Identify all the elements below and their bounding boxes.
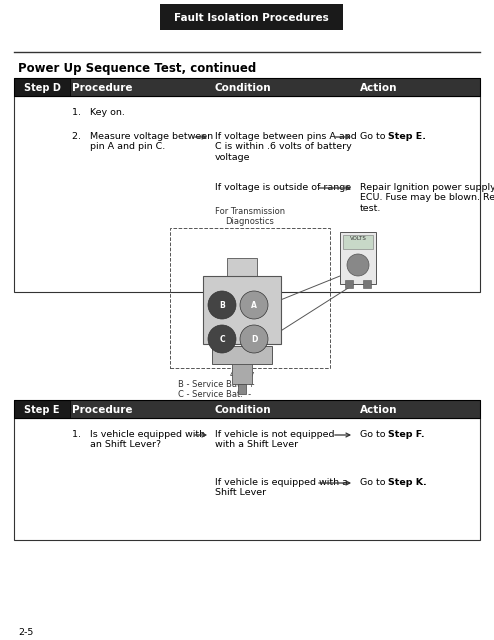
Text: If vehicle is equipped with a
Shift Lever: If vehicle is equipped with a Shift Leve… <box>215 478 348 497</box>
Text: 2-5: 2-5 <box>18 628 34 637</box>
Text: Power Up Sequence Test, continued: Power Up Sequence Test, continued <box>18 62 256 75</box>
Text: Step E.: Step E. <box>388 132 426 141</box>
Circle shape <box>240 291 268 319</box>
Text: If vehicle is not equipped
with a Shift Lever: If vehicle is not equipped with a Shift … <box>215 430 334 449</box>
Bar <box>14 400 70 418</box>
Bar <box>14 418 480 540</box>
Bar <box>14 400 480 418</box>
Text: For Transmission
Diagnostics: For Transmission Diagnostics <box>215 207 285 226</box>
Text: Go to: Go to <box>360 478 388 487</box>
Bar <box>363 280 371 288</box>
Text: Action: Action <box>360 405 398 415</box>
Bar <box>170 228 330 368</box>
Bar <box>14 78 70 96</box>
Text: Action: Action <box>360 83 398 93</box>
Circle shape <box>240 325 268 353</box>
Bar <box>14 96 480 292</box>
Text: A: A <box>251 301 257 310</box>
Text: 2.   Measure voltage between
      pin A and pin C.: 2. Measure voltage between pin A and pin… <box>72 132 213 152</box>
Text: C: C <box>219 335 225 344</box>
Text: Step K.: Step K. <box>388 478 427 487</box>
Text: 1.   Is vehicle equipped with
      an Shift Lever?: 1. Is vehicle equipped with an Shift Lev… <box>72 430 205 449</box>
Bar <box>232 364 252 384</box>
Text: Procedure: Procedure <box>72 83 132 93</box>
Bar <box>203 276 281 344</box>
Bar <box>14 78 480 96</box>
Bar <box>238 384 246 394</box>
Text: Procedure: Procedure <box>72 405 132 415</box>
Bar <box>160 4 343 30</box>
Text: Step E: Step E <box>24 405 60 415</box>
Text: Condition: Condition <box>215 405 272 415</box>
Text: 4-way: 4-way <box>229 370 254 379</box>
Text: Condition: Condition <box>215 83 272 93</box>
Text: VOLTS: VOLTS <box>350 236 367 241</box>
Circle shape <box>208 291 236 319</box>
Text: 1.   Key on.: 1. Key on. <box>72 108 125 117</box>
Text: Step F.: Step F. <box>388 430 425 439</box>
Bar <box>340 232 376 284</box>
Text: Repair Ignition power supply to
ECU. Fuse may be blown. Repeat
test.: Repair Ignition power supply to ECU. Fus… <box>360 183 494 212</box>
Bar <box>345 280 353 288</box>
Bar <box>227 258 257 276</box>
Text: If voltage between pins A and
C is within .6 volts of battery
voltage: If voltage between pins A and C is withi… <box>215 132 357 162</box>
Bar <box>70 78 480 96</box>
Bar <box>343 235 373 249</box>
Text: D: D <box>251 335 257 344</box>
Circle shape <box>347 254 369 276</box>
Bar <box>212 346 272 364</box>
Text: Step D: Step D <box>24 83 60 93</box>
Text: Go to: Go to <box>360 132 388 141</box>
Bar <box>70 400 480 418</box>
Text: B: B <box>219 301 225 310</box>
Text: Go to: Go to <box>360 430 388 439</box>
Circle shape <box>208 325 236 353</box>
Text: B - Service Bat.  +
C - Service Bat.  -
A - Service Ignition +: B - Service Bat. + C - Service Bat. - A … <box>178 380 267 410</box>
Text: Fault Isolation Procedures: Fault Isolation Procedures <box>174 13 329 23</box>
Text: If voltage is outside of range: If voltage is outside of range <box>215 183 351 192</box>
